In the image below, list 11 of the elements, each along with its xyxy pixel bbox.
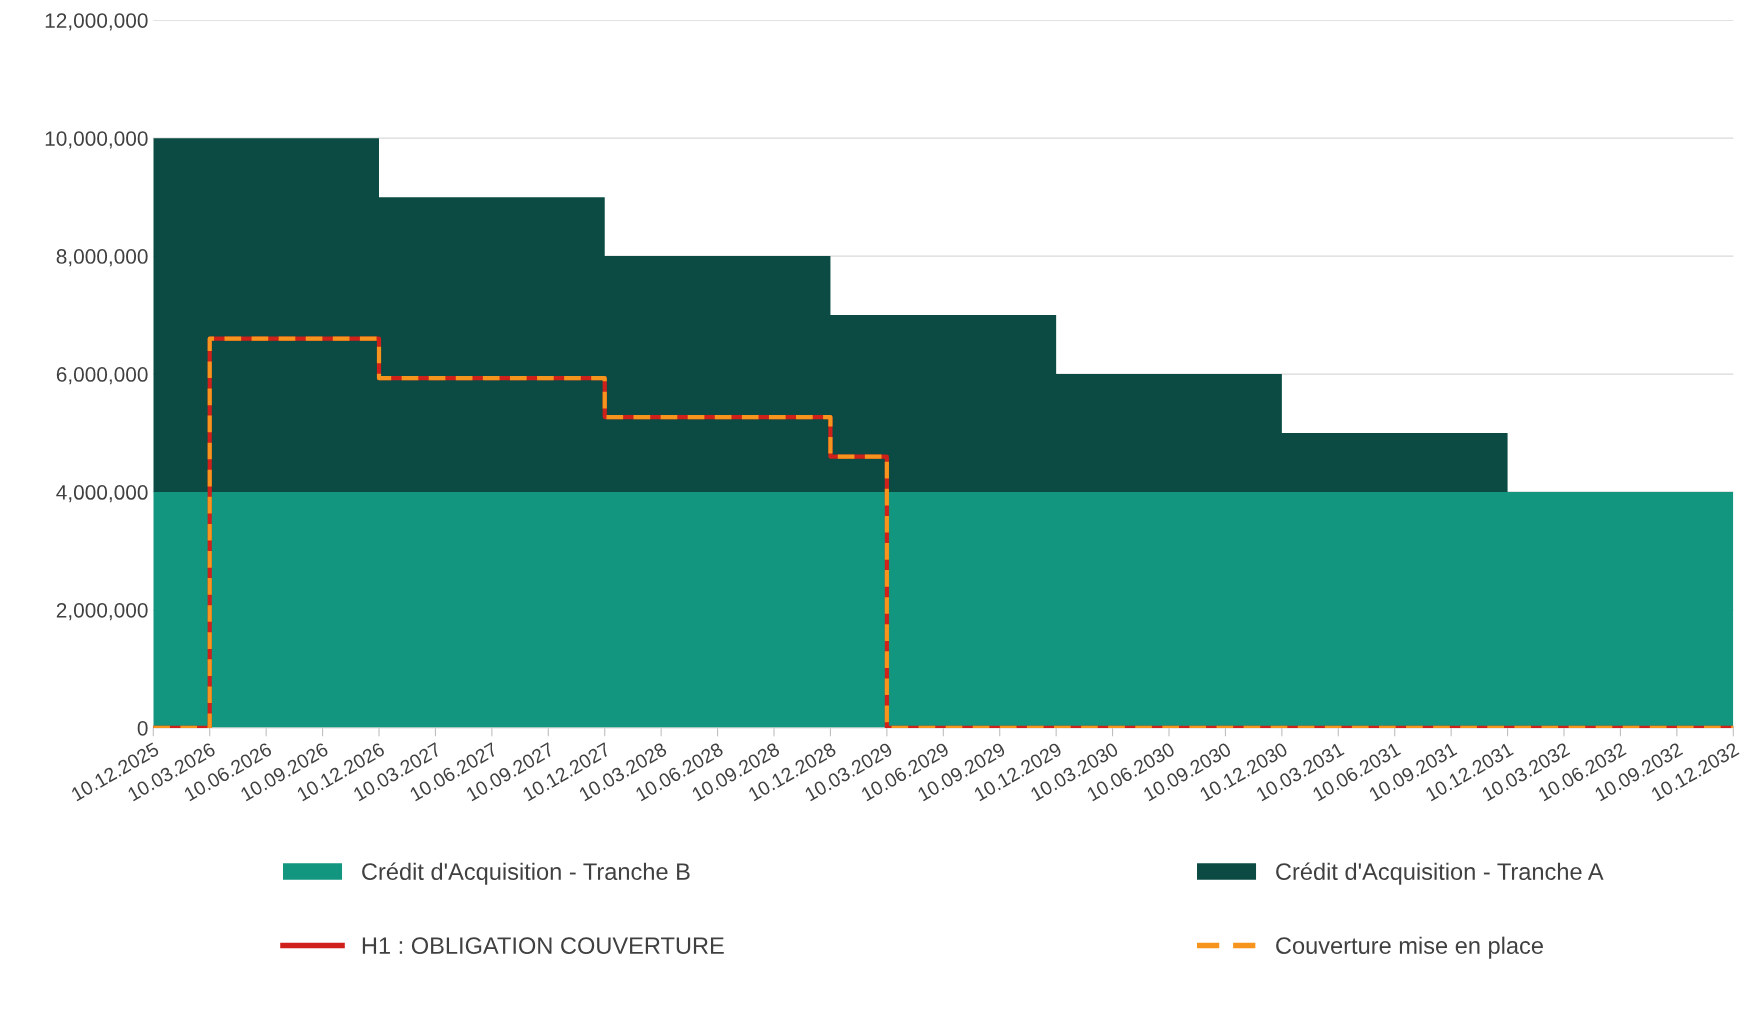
legend-label: H1 : OBLIGATION COUVERTURE [362, 937, 724, 954]
y-tick-label: 2,000,000 [56, 602, 148, 621]
y-tick-label: 0 [137, 720, 148, 736]
legend-label: Crédit d'Acquisition - Tranche A [1276, 862, 1604, 885]
y-tick-label: 10,000,000 [45, 131, 148, 149]
legend-label: Crédit d'Acquisition - Tranche B [362, 862, 690, 885]
y-tick-label: 12,000,000 [45, 13, 148, 31]
y-tick-label: 6,000,000 [56, 367, 148, 385]
legend-label: Couverture mise en place [1276, 936, 1543, 959]
y-tick-label: 8,000,000 [56, 249, 148, 267]
y-tick-label: 4,000,000 [56, 485, 148, 503]
